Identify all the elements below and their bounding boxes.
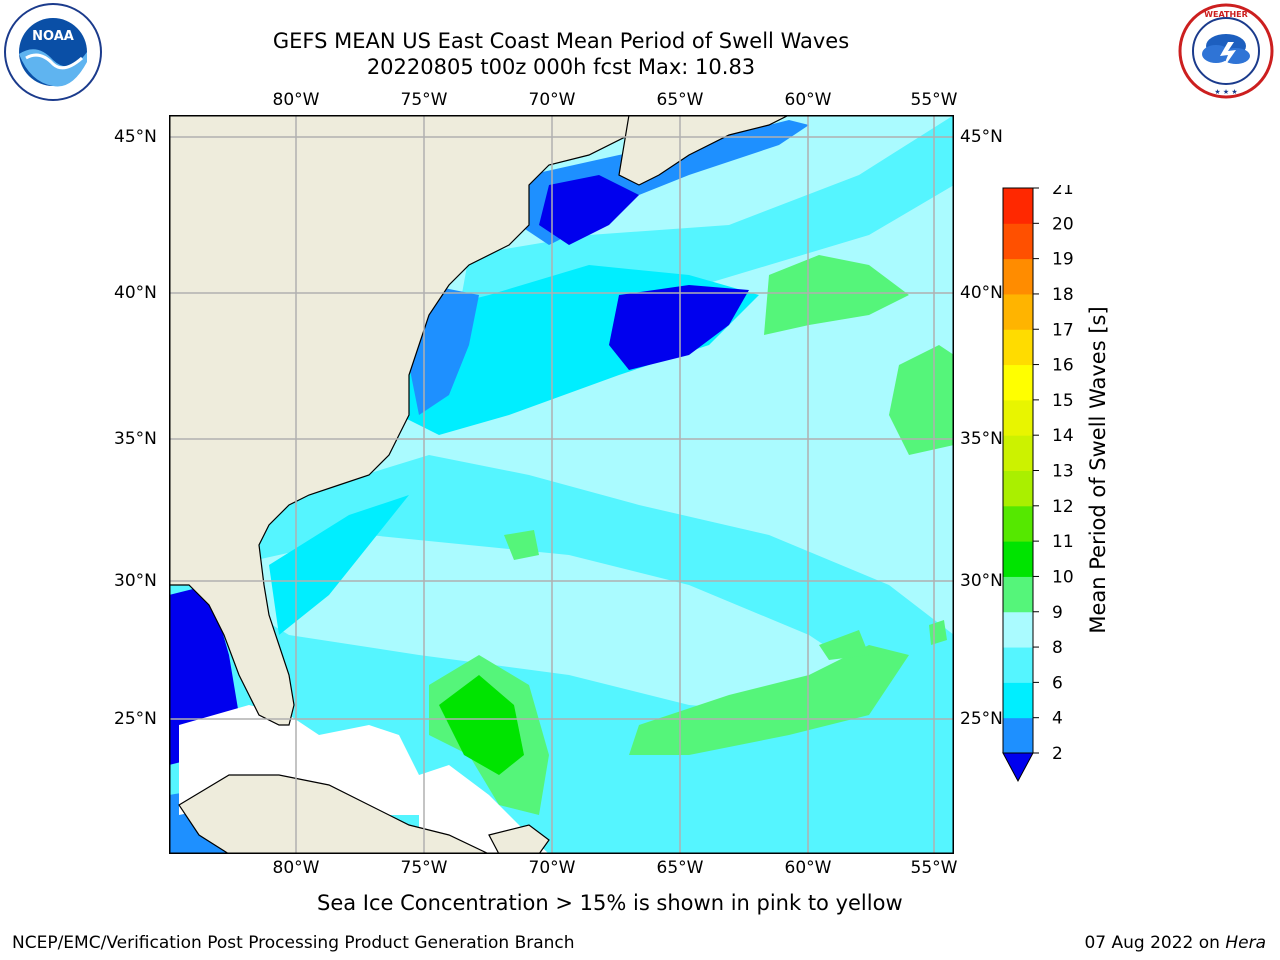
- colorbar-segment: [1003, 223, 1033, 260]
- colorbar-tick-label: 21: [1052, 185, 1074, 199]
- contour-10-11s: [504, 530, 539, 560]
- land-cuba: [178, 774, 490, 854]
- contour-11-12s: [439, 675, 524, 775]
- contour-10-11s: [889, 345, 954, 455]
- colorbar-segment: [1003, 611, 1033, 648]
- colorbar-segment: [1003, 364, 1033, 401]
- sea-ice-note: Sea Ice Concentration > 15% is shown in …: [317, 891, 903, 915]
- lat-label-right: 35°N: [960, 429, 1003, 449]
- land-hispaniola: [488, 824, 550, 854]
- colorbar-tick-label: 17: [1052, 320, 1074, 340]
- colorbar-tick-label: 11: [1052, 532, 1074, 552]
- noaa-logo-icon: NOAA: [4, 3, 102, 101]
- contour-9-10s: [189, 535, 869, 715]
- noaa-logo-text: NOAA: [32, 29, 74, 44]
- colorbar-segment: [1003, 682, 1033, 719]
- contour-4-6s: [269, 495, 409, 635]
- colorbar-segment: [1003, 470, 1033, 507]
- colorbar-segments: [1003, 188, 1033, 754]
- colorbar-segment: [1003, 188, 1033, 224]
- colorbar-segment: [1003, 541, 1033, 577]
- lat-label-left: 25°N: [114, 709, 157, 729]
- map-gridlines: [169, 115, 954, 854]
- lat-label-right: 45°N: [960, 127, 1003, 147]
- colorbar-tick-label: 10: [1052, 567, 1074, 587]
- colorbar-tick-label: 9: [1052, 603, 1063, 623]
- colorbar-tick-label: 4: [1052, 709, 1063, 729]
- contour-10-11s: [764, 255, 909, 335]
- footer-machine: Hera: [1225, 933, 1266, 953]
- swell-period-map: [169, 115, 954, 854]
- colorbar-tick-label: 16: [1052, 356, 1074, 376]
- colorbar-segment: [1003, 505, 1033, 542]
- svg-text:WEATHER: WEATHER: [1204, 10, 1248, 19]
- colorbar-tick-label: 13: [1052, 462, 1074, 482]
- lat-label-right: 40°N: [960, 283, 1003, 303]
- colorbar-segment: [1003, 258, 1033, 295]
- nws-logo-icon: WEATHER ★ ★ ★: [1178, 3, 1274, 99]
- lon-label-top: 60°W: [784, 90, 832, 110]
- map-frame: [169, 115, 954, 854]
- lat-label-right: 30°N: [960, 571, 1003, 591]
- colorbar-tick-label: 2: [1052, 744, 1063, 764]
- footer-date: 07 Aug 2022 on Hera: [1084, 933, 1266, 953]
- colorbar-segment: [1003, 717, 1033, 754]
- colorbar-tick-label: 8: [1052, 638, 1063, 658]
- land-maritimes: [618, 115, 790, 186]
- lon-label-top: 75°W: [400, 90, 448, 110]
- lon-label-bottom: 70°W: [528, 858, 576, 878]
- contour-10-11s: [819, 630, 869, 660]
- lat-label-left: 40°N: [114, 283, 157, 303]
- lon-label-bottom: 60°W: [784, 858, 832, 878]
- footer-date-text: 07 Aug 2022 on: [1084, 933, 1226, 953]
- lon-label-top: 70°W: [528, 90, 576, 110]
- contour-below-2s: [539, 175, 639, 245]
- colorbar-tick-label: 19: [1052, 250, 1074, 270]
- colorbar-segment: [1003, 576, 1033, 613]
- chart-title: GEFS MEAN US East Coast Mean Period of S…: [272, 29, 850, 53]
- lon-label-bottom: 75°W: [400, 858, 448, 878]
- lat-label-left: 30°N: [114, 571, 157, 591]
- colorbar: 2 4 6 8 9 10 11 12 13 14 15 16 17 18 19 20 21: [1002, 185, 1074, 783]
- lon-label-top: 80°W: [272, 90, 320, 110]
- contour-10-11s: [629, 645, 909, 755]
- colorbar-tick-label: 6: [1052, 673, 1063, 693]
- colorbar-segment: [1003, 647, 1033, 683]
- colorbar-segment: [1003, 293, 1033, 330]
- colorbar-tick-label: 18: [1052, 285, 1074, 305]
- lon-label-bottom: 55°W: [910, 858, 958, 878]
- colorbar-tick-label: 12: [1052, 497, 1074, 517]
- colorbar-segment: [1003, 399, 1033, 436]
- contour-below-2s: [609, 285, 749, 370]
- lon-label-top: 55°W: [910, 90, 958, 110]
- colorbar-tick-label: 15: [1052, 391, 1074, 411]
- colorbar-label: Mean Period of Swell Waves [s]: [1086, 306, 1110, 634]
- colorbar-segment: [1003, 435, 1033, 471]
- svg-text:★ ★ ★: ★ ★ ★: [1214, 88, 1237, 96]
- colorbar-extend-arrow: [1002, 752, 1034, 783]
- lon-label-bottom: 65°W: [656, 858, 704, 878]
- lat-label-left: 35°N: [114, 429, 157, 449]
- chart-subtitle: 20220805 t00z 000h fcst Max: 10.83: [366, 55, 756, 79]
- colorbar-segment: [1003, 329, 1033, 366]
- lon-label-bottom: 80°W: [272, 858, 320, 878]
- colorbar-tick-label: 14: [1052, 426, 1074, 446]
- land-north-america: [169, 115, 640, 726]
- footer-credit: NCEP/EMC/Verification Post Processing Pr…: [12, 933, 575, 953]
- lat-label-right: 25°N: [960, 709, 1003, 729]
- lon-label-top: 65°W: [656, 90, 704, 110]
- lat-label-left: 45°N: [114, 127, 157, 147]
- colorbar-tick-label: 20: [1052, 214, 1074, 234]
- colorbar-ticks: 2 4 6 8 9 10 11 12 13 14 15 16 17 18 19 20 21: [1033, 185, 1074, 764]
